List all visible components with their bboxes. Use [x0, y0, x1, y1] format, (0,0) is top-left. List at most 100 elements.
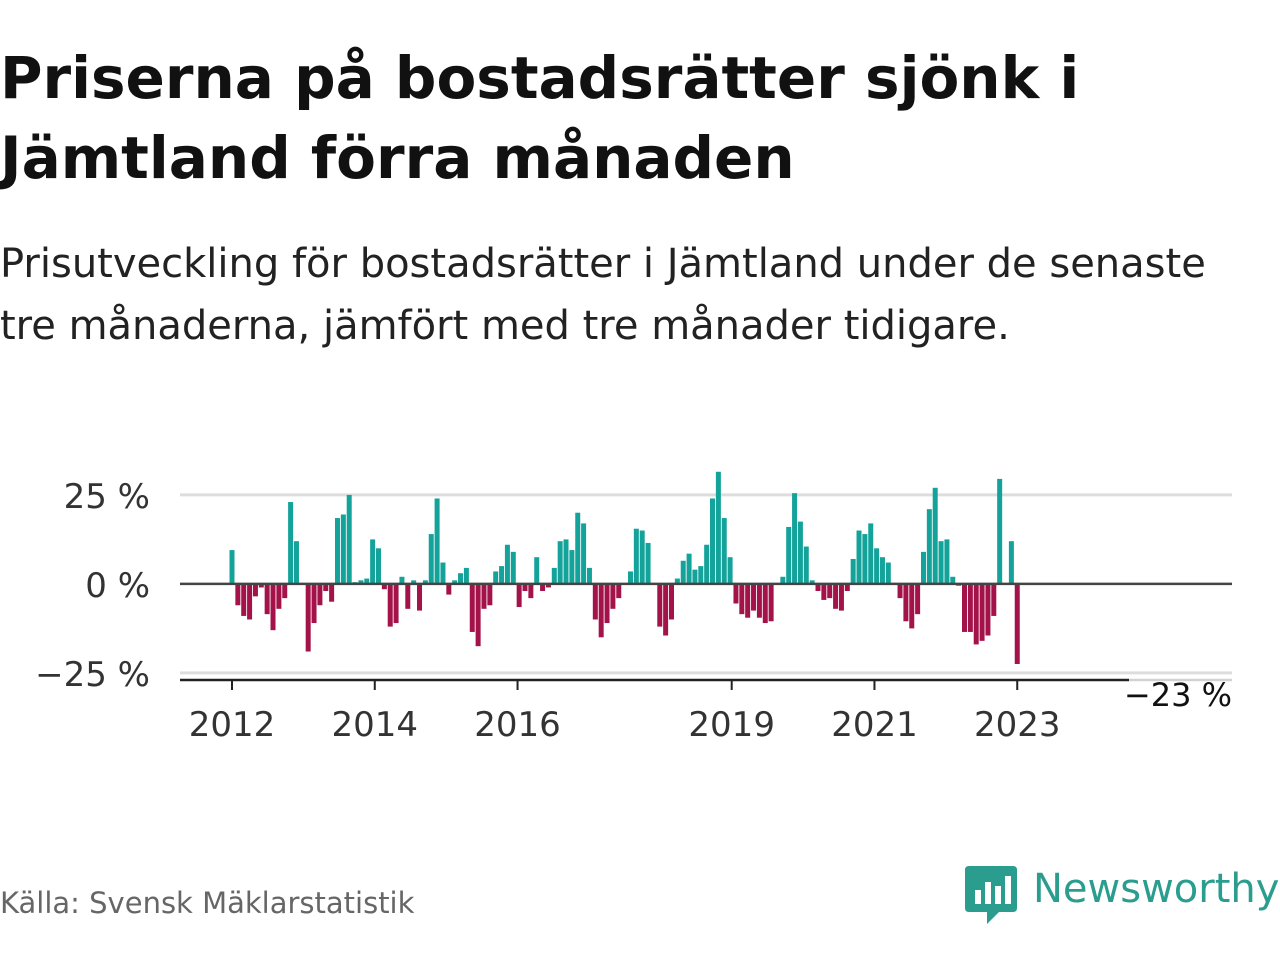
bar — [586, 567, 592, 584]
bar — [721, 518, 727, 584]
bar — [317, 583, 323, 606]
x-tick-label: 2019 — [688, 705, 775, 740]
bar — [282, 583, 288, 599]
bar — [305, 583, 311, 652]
bar — [334, 518, 340, 584]
bar — [997, 478, 1003, 584]
bar — [452, 580, 458, 584]
bar — [874, 548, 880, 584]
bar — [868, 523, 874, 584]
y-tick-label: −25 % — [35, 655, 150, 695]
bar — [856, 530, 862, 584]
bar — [405, 583, 411, 609]
bar — [422, 580, 428, 584]
bar — [944, 539, 950, 584]
bar — [926, 509, 932, 584]
bar — [768, 583, 774, 622]
bar — [762, 583, 768, 624]
bar — [962, 583, 967, 632]
bar — [838, 583, 844, 611]
bar — [833, 583, 839, 609]
annotation-background — [1129, 676, 1232, 712]
x-tick-label: 2016 — [474, 705, 561, 740]
annotation: −23 % — [1124, 676, 1232, 714]
bar — [809, 580, 815, 584]
x-tick-label: 2023 — [974, 705, 1061, 740]
bar — [340, 514, 346, 584]
bar — [528, 583, 534, 599]
bar — [311, 583, 317, 624]
bar — [885, 562, 891, 584]
bar — [815, 583, 821, 592]
bar — [850, 558, 856, 584]
bar — [663, 583, 669, 636]
bar — [967, 583, 973, 632]
bar — [458, 573, 464, 584]
bar — [440, 562, 446, 584]
bar — [499, 566, 505, 584]
bar — [545, 583, 551, 588]
bar — [592, 583, 598, 620]
bar — [551, 567, 557, 584]
bar — [827, 583, 833, 599]
bar — [985, 583, 991, 636]
bar — [522, 583, 528, 592]
bar — [698, 566, 704, 584]
chart-title: Priserna på bostadsrätter sjönk i Jämtla… — [0, 44, 1080, 192]
bar — [475, 583, 481, 647]
bar — [645, 542, 651, 584]
x-axis: 2012 2014 2016 2019 2021 2023 — [180, 678, 1232, 740]
bar — [241, 583, 247, 616]
bar — [786, 526, 792, 584]
bar — [715, 471, 721, 584]
bar — [903, 583, 909, 622]
bar — [376, 548, 381, 584]
bar — [563, 539, 569, 584]
bar — [739, 583, 745, 615]
bar — [446, 583, 452, 595]
bar — [411, 580, 417, 584]
source-text: Källa: Svensk Mäklarstatistik — [0, 886, 415, 920]
annotation-label: −23 % — [1124, 676, 1232, 714]
x-tick-label: 2012 — [189, 705, 276, 740]
bar — [516, 583, 522, 608]
bar — [493, 571, 499, 584]
bar — [821, 583, 827, 600]
bar — [387, 583, 393, 627]
bar — [979, 583, 985, 641]
bar — [247, 583, 253, 620]
bar — [264, 583, 270, 615]
bar — [487, 583, 493, 606]
y-tick-label: 0 % — [85, 566, 150, 606]
bar — [745, 583, 751, 618]
bar — [252, 583, 258, 597]
bar — [909, 583, 915, 629]
x-tick-label: 2021 — [831, 705, 918, 740]
bar — [780, 576, 786, 584]
bar — [364, 578, 370, 584]
bar — [879, 557, 885, 584]
bar-chart: 25 % 0 % −25 % 2012 2014 2016 2019 2021 2023 −2… — [35, 471, 1232, 740]
bar — [417, 583, 423, 611]
bar — [680, 560, 686, 584]
bar — [657, 583, 663, 627]
bar — [733, 583, 739, 604]
chart-subtitle: Prisutveckling för bostadsrätter i Jämtl… — [0, 241, 1206, 349]
bar — [346, 494, 352, 584]
y-tick-label: 25 % — [64, 477, 150, 517]
bar — [897, 583, 903, 599]
bar — [973, 583, 979, 645]
bar — [481, 583, 487, 609]
newsworthy-logo: Newsworthy — [963, 864, 1279, 928]
bar — [504, 544, 510, 584]
bar — [627, 571, 633, 584]
bar — [370, 539, 376, 584]
bar — [557, 541, 563, 584]
bar — [692, 569, 698, 584]
bar — [540, 583, 546, 592]
bar — [1008, 541, 1014, 584]
bar — [803, 546, 809, 584]
bar — [235, 583, 241, 606]
bar — [751, 583, 757, 611]
bar — [710, 498, 716, 584]
